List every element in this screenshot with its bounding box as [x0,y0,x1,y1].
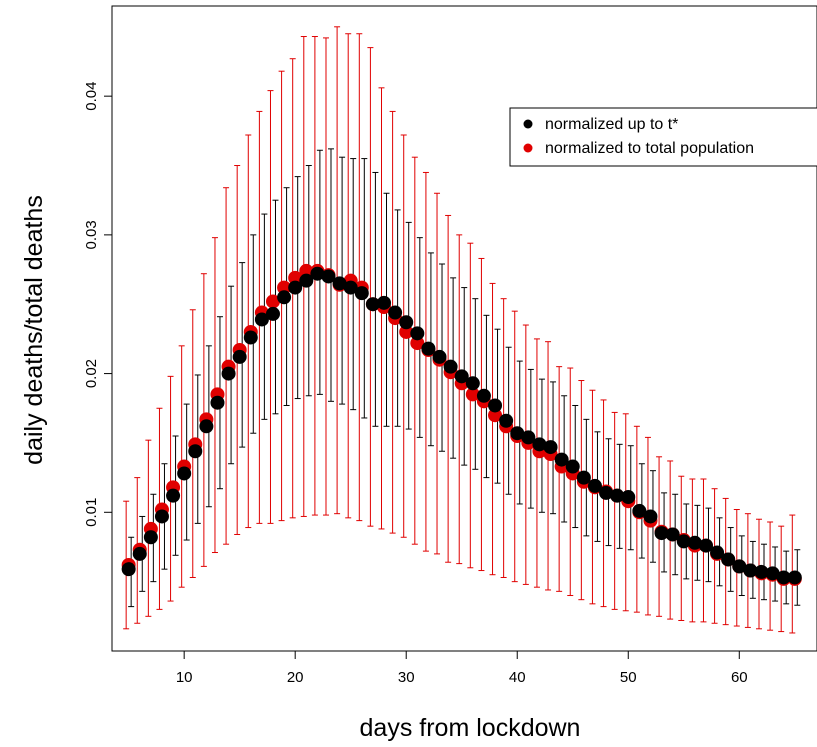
data-point [532,437,547,452]
data-point [343,280,358,295]
x-tick-label: 40 [509,669,526,686]
data-point [310,266,325,281]
x-tick-label: 10 [176,669,193,686]
data-point [665,527,680,542]
data-point [710,545,725,560]
data-point [232,349,247,364]
y-axis-title: daily deaths/total deaths [20,195,48,465]
data-point [410,326,425,341]
x-tick-label: 60 [731,669,748,686]
data-point [132,546,147,561]
data-point [488,408,503,423]
series-points-1 [121,266,802,585]
legend-box [509,107,817,167]
data-point [521,430,536,445]
data-point [510,426,525,441]
legend: normalized up to t* normalized to total … [509,107,817,167]
data-point [621,490,636,505]
data-point [299,273,314,288]
data-point [277,290,292,305]
data-point [399,315,414,330]
data-point [721,552,736,567]
data-point [377,295,392,310]
data-point [654,526,669,541]
data-point [154,509,169,524]
legend-label-total-population: normalized to total population [545,140,754,157]
series-0 [123,26,796,634]
data-point [177,466,192,481]
data-point [254,312,269,327]
data-point [465,387,480,402]
series-points-0 [121,263,802,586]
x-axis: 10 20 30 40 50 60 [176,650,748,686]
data-point [443,359,458,374]
legend-marker-up-to-t [523,119,533,129]
data-point [365,297,380,312]
data-point [354,286,369,301]
data-point [676,534,691,549]
y-axis: 0.01 0.02 0.03 0.04 [83,82,113,527]
data-point [610,488,625,503]
data-point [399,324,414,339]
data-point [599,485,614,500]
data-point [743,563,758,578]
data-point [687,535,702,550]
data-point [221,366,236,381]
data-point [265,294,280,309]
legend-label-up-to-t: normalized up to t* [545,116,678,133]
data-point [732,559,747,574]
data-point [188,444,203,459]
data-point [776,570,791,585]
data-point [321,269,336,284]
data-point [299,263,314,278]
data-point [765,566,780,581]
data-point [632,503,647,518]
data-point [143,530,158,545]
data-point [499,413,514,428]
data-point [410,336,425,351]
data-point [121,562,136,577]
x-tick-label: 30 [398,669,415,686]
data-point [454,369,469,384]
y-tick-label: 0.03 [83,220,100,249]
legend-marker-total-population [523,143,533,153]
data-point [388,305,403,320]
data-point [288,280,303,295]
data-point [543,440,558,455]
data-point [332,276,347,291]
data-point [754,564,769,579]
x-axis-title: days from lockdown [360,714,581,742]
x-tick-label: 50 [620,669,637,686]
series-layer [121,26,802,634]
y-tick-label: 0.04 [83,82,100,111]
data-point [265,306,280,321]
data-point [576,470,591,485]
y-tick-label: 0.01 [83,498,100,527]
data-point [288,270,303,285]
data-point [432,349,447,364]
y-tick-label: 0.02 [83,359,100,388]
x-tick-label: 20 [287,669,304,686]
data-point [698,538,713,553]
data-point [587,478,602,493]
data-point [277,280,292,295]
data-point [166,488,181,503]
data-point [210,395,225,410]
data-point [465,376,480,391]
data-point [787,570,802,585]
data-point [199,419,214,434]
data-point [476,388,491,403]
data-point [243,330,258,345]
data-point [554,452,569,467]
data-point [421,341,436,356]
data-point [565,459,580,474]
data-point [643,509,658,524]
data-point [488,398,503,413]
